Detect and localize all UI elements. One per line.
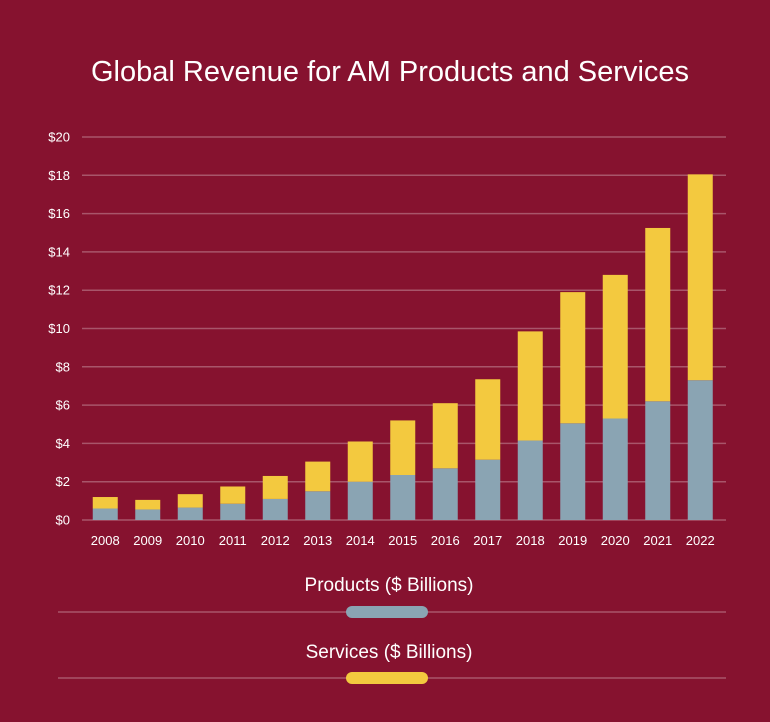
bar-services-2018[interactable] [517, 331, 543, 441]
x-tick-label: 2022 [686, 533, 715, 548]
legend-swatch-products [346, 606, 428, 618]
x-tick-label: 2009 [133, 533, 162, 548]
bar-products-2018[interactable] [517, 440, 543, 520]
x-tick-label: 2020 [601, 533, 630, 548]
bar-services-2011[interactable] [220, 486, 246, 504]
bar-products-2016[interactable] [432, 468, 458, 520]
bar-products-2021[interactable] [645, 401, 671, 520]
y-tick-label: $14 [48, 244, 70, 259]
gridlines [82, 136, 726, 521]
bar-products-2010[interactable] [177, 507, 203, 520]
y-tick-label: $0 [56, 513, 70, 528]
x-tick-label: 2018 [516, 533, 545, 548]
bar-services-2021[interactable] [645, 227, 671, 402]
x-tick-label: 2021 [643, 533, 672, 548]
bar-services-2014[interactable] [347, 441, 373, 482]
bar-products-2013[interactable] [305, 491, 331, 520]
x-axis-ticks: 2008 2009 2010 2011 2012 2013 2014 2015 2016 2017… [91, 533, 715, 548]
legend-item-products[interactable]: Products ($ Billions) [58, 575, 726, 618]
legend-item-services[interactable]: Services ($ Billions) [58, 642, 726, 684]
y-tick-label: $8 [56, 359, 70, 374]
y-tick-label: $20 [48, 130, 70, 145]
bar-services-2017[interactable] [475, 379, 501, 460]
y-tick-label: $16 [48, 206, 70, 221]
legend-label-services: Services ($ Billions) [306, 642, 473, 663]
x-tick-label: 2008 [91, 533, 120, 548]
bar-products-2020[interactable] [602, 418, 628, 520]
x-tick-label: 2011 [219, 533, 247, 548]
bars [92, 174, 713, 520]
x-tick-label: 2010 [176, 533, 205, 548]
bar-services-2019[interactable] [560, 292, 586, 424]
x-tick-label: 2015 [388, 533, 417, 548]
x-tick-label: 2012 [261, 533, 290, 548]
bar-products-2011[interactable] [220, 503, 246, 520]
bar-services-2008[interactable] [92, 497, 118, 509]
y-tick-label: $12 [48, 283, 70, 298]
bar-products-2012[interactable] [262, 498, 288, 520]
bar-products-2008[interactable] [92, 508, 118, 520]
x-tick-label: 2014 [346, 533, 375, 548]
x-tick-label: 2017 [473, 533, 502, 548]
chart-title: Global Revenue for AM Products and Servi… [91, 56, 689, 88]
bar-products-2022[interactable] [687, 380, 713, 520]
legend-swatch-services [346, 672, 428, 684]
bar-products-2009[interactable] [135, 509, 161, 520]
y-tick-label: $2 [56, 474, 70, 489]
y-tick-label: $18 [48, 168, 70, 183]
bar-services-2012[interactable] [262, 475, 288, 499]
x-tick-label: 2016 [431, 533, 460, 548]
bar-services-2010[interactable] [177, 494, 203, 508]
bar-services-2022[interactable] [687, 174, 713, 381]
y-tick-label: $4 [56, 436, 70, 451]
x-tick-label: 2013 [303, 533, 332, 548]
bar-products-2017[interactable] [475, 459, 501, 520]
y-axis-ticks: $0 $2 $4 $6 $8 $10 $12 $14 $16 $18 $20 [48, 130, 70, 528]
bar-services-2016[interactable] [432, 403, 458, 469]
bar-services-2020[interactable] [602, 274, 628, 419]
bar-services-2015[interactable] [390, 420, 416, 475]
legend: Products ($ Billions) Services ($ Billio… [58, 575, 726, 684]
bar-services-2009[interactable] [135, 499, 161, 510]
y-tick-label: $6 [56, 398, 70, 413]
legend-label-products: Products ($ Billions) [305, 575, 474, 596]
bar-services-2013[interactable] [305, 461, 331, 492]
y-tick-label: $10 [48, 321, 70, 336]
bar-products-2019[interactable] [560, 423, 586, 520]
x-tick-label: 2019 [558, 533, 587, 548]
bar-products-2014[interactable] [347, 481, 373, 520]
bar-products-2015[interactable] [390, 474, 416, 520]
